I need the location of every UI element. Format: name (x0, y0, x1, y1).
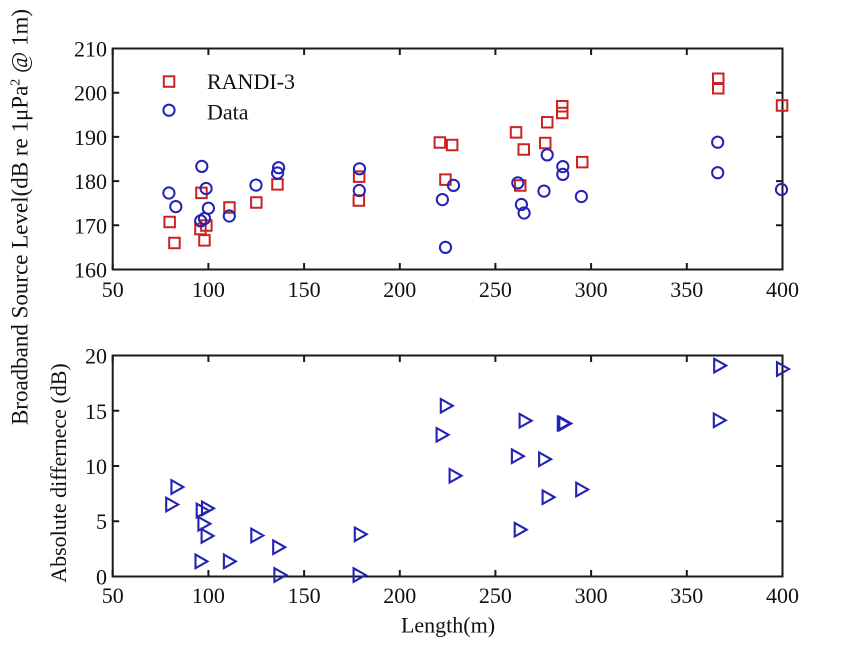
svg-text:Absolute differnece (dB): Absolute differnece (dB) (46, 363, 71, 583)
svg-text:170: 170 (74, 213, 107, 238)
svg-text:250: 250 (479, 583, 512, 608)
svg-text:300: 300 (575, 583, 608, 608)
svg-text:350: 350 (670, 583, 703, 608)
svg-text:150: 150 (288, 277, 321, 302)
svg-text:20: 20 (85, 344, 107, 369)
svg-text:250: 250 (479, 277, 512, 302)
svg-text:200: 200 (74, 81, 107, 106)
svg-text:160: 160 (74, 258, 107, 283)
svg-text:150: 150 (288, 583, 321, 608)
svg-text:100: 100 (192, 583, 225, 608)
svg-text:15: 15 (85, 399, 107, 424)
svg-text:50: 50 (102, 277, 124, 302)
svg-text:Broadband Source Level(dB re 1: Broadband Source Level(dB re 1μPa2 @ 1m) (8, 9, 33, 425)
svg-text:200: 200 (383, 583, 416, 608)
svg-text:400: 400 (766, 277, 799, 302)
svg-text:300: 300 (575, 277, 608, 302)
svg-text:0: 0 (96, 565, 107, 590)
svg-text:210: 210 (74, 37, 107, 62)
svg-text:5: 5 (96, 509, 107, 534)
svg-text:Length(m): Length(m) (401, 613, 495, 638)
svg-text:RANDI-3: RANDI-3 (207, 69, 295, 94)
svg-text:180: 180 (74, 169, 107, 194)
svg-text:200: 200 (383, 277, 416, 302)
svg-text:400: 400 (766, 583, 799, 608)
svg-text:50: 50 (102, 583, 124, 608)
svg-text:350: 350 (670, 277, 703, 302)
svg-text:190: 190 (74, 125, 107, 150)
svg-text:10: 10 (85, 454, 107, 479)
svg-text:100: 100 (192, 277, 225, 302)
svg-text:Data: Data (207, 100, 249, 125)
